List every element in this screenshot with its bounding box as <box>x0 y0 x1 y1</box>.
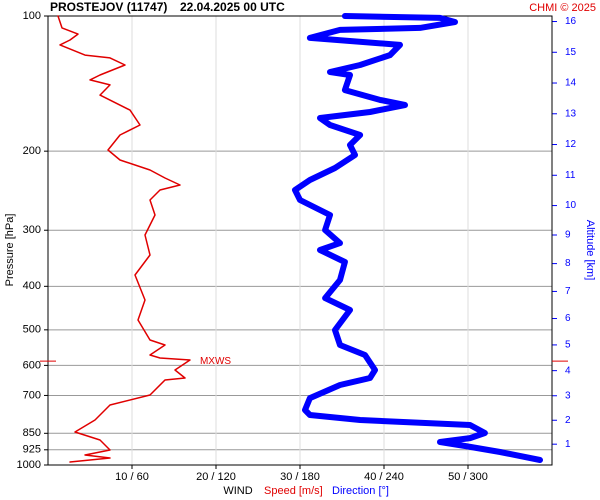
y-tick-label: 850 <box>23 427 41 439</box>
y2-tick-label: 5 <box>565 340 571 351</box>
y-tick-label: 500 <box>23 324 41 336</box>
x-tick-label: 10 / 60 <box>115 471 149 483</box>
x-tick-label: 50 / 300 <box>448 471 488 483</box>
time: 22.04.2025 00 UTC <box>180 0 285 14</box>
y2-tick-label: 14 <box>565 78 577 89</box>
legend-entry: Direction [°] <box>332 485 389 497</box>
y2-tick-label: 6 <box>565 313 571 324</box>
y2-tick-label: 8 <box>565 258 571 269</box>
y2-tick-label: 11 <box>565 170 576 181</box>
y2-tick-label: 15 <box>565 47 577 58</box>
x-tick-label: 20 / 120 <box>196 471 236 483</box>
y-tick-label: 100 <box>23 10 41 22</box>
y-tick-label: 1000 <box>17 459 41 471</box>
y-tick-label: 600 <box>23 359 41 371</box>
y-tick-label: 300 <box>23 224 41 236</box>
y2-tick-label: 2 <box>565 415 571 426</box>
station: PROSTEJOV (11747) <box>50 0 167 14</box>
y-tick-label: 925 <box>23 444 41 456</box>
x-axis-label: WIND <box>223 485 252 497</box>
y2-tick-label: 12 <box>565 139 577 150</box>
y-axis-label: Pressure [hPa] <box>4 214 16 287</box>
y-tick-label: 400 <box>23 280 41 292</box>
y2-axis-label: Altitude [km] <box>584 220 596 281</box>
y2-tick-label: 4 <box>565 365 571 376</box>
y2-tick-label: 3 <box>565 390 571 401</box>
y2-tick-label: 9 <box>565 230 571 241</box>
y2-tick-label: 7 <box>565 286 571 297</box>
y2-tick-label: 1 <box>565 439 571 450</box>
x-tick-label: 30 / 180 <box>280 471 320 483</box>
direction-line <box>292 13 543 463</box>
y2-tick-label: 13 <box>565 108 577 119</box>
y-tick-label: 200 <box>23 145 41 157</box>
annotation-text: MXWS <box>200 356 231 367</box>
x-tick-label: 40 / 240 <box>364 471 404 483</box>
plot-frame <box>47 15 553 466</box>
y-tick-label: 700 <box>23 389 41 401</box>
speed-line <box>57 15 191 463</box>
credit: CHMI © 2025 <box>529 2 596 14</box>
y2-tick-label: 16 <box>565 16 577 27</box>
y2-tick-label: 10 <box>565 200 577 211</box>
legend-entry: Speed [m/s] <box>264 485 323 497</box>
